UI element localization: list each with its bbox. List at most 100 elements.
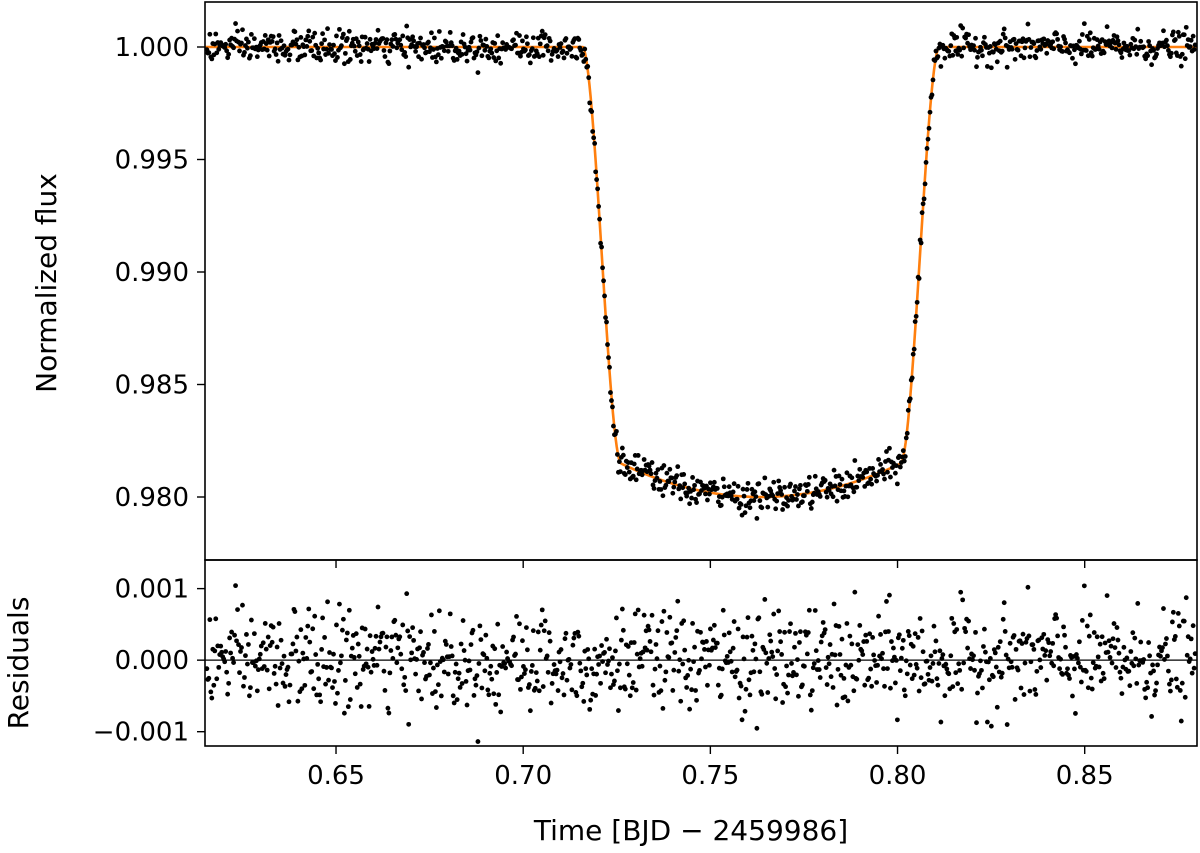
residual-point bbox=[951, 621, 957, 626]
residual-point bbox=[209, 695, 215, 701]
residual-point bbox=[208, 689, 214, 695]
residual-point bbox=[698, 629, 703, 635]
residual-point bbox=[467, 667, 473, 673]
residual-point bbox=[938, 719, 944, 725]
residual-point bbox=[1007, 640, 1013, 646]
flux-point bbox=[1050, 39, 1056, 45]
residual-point bbox=[685, 673, 691, 678]
flux-point bbox=[1058, 44, 1063, 50]
residual-point bbox=[1070, 693, 1075, 699]
flux-point bbox=[925, 136, 931, 142]
residual-point bbox=[916, 688, 922, 694]
flux-point bbox=[305, 33, 311, 39]
residual-point bbox=[576, 633, 582, 639]
residual-point bbox=[732, 674, 738, 680]
residual-point bbox=[798, 629, 803, 635]
residual-point bbox=[373, 633, 379, 639]
residual-point bbox=[644, 647, 650, 653]
residual-point bbox=[617, 685, 623, 691]
residual-point bbox=[458, 641, 464, 647]
flux-point bbox=[242, 50, 247, 55]
residual-point bbox=[563, 630, 569, 636]
residual-point bbox=[282, 683, 288, 689]
residual-point bbox=[1174, 684, 1180, 690]
residual-point bbox=[1065, 666, 1070, 672]
residual-point bbox=[891, 645, 896, 651]
residual-point bbox=[990, 674, 996, 680]
residual-point bbox=[580, 680, 586, 686]
residual-point bbox=[854, 676, 860, 682]
residual-point bbox=[1018, 685, 1024, 691]
residuals-y-tick-label: −0.001 bbox=[93, 718, 189, 748]
flux-point bbox=[523, 47, 528, 53]
flux-point bbox=[736, 505, 742, 511]
flux-point bbox=[524, 41, 530, 47]
residual-point bbox=[983, 649, 988, 655]
flux-point bbox=[315, 45, 321, 51]
residual-point bbox=[664, 630, 670, 635]
residual-point bbox=[394, 660, 400, 666]
residual-point bbox=[272, 663, 278, 669]
residual-point bbox=[1188, 636, 1194, 642]
flux-point bbox=[794, 497, 799, 502]
residual-point bbox=[266, 686, 272, 692]
flux-point bbox=[870, 466, 876, 471]
flux-point bbox=[304, 44, 310, 49]
residual-point bbox=[871, 652, 877, 658]
flux-point bbox=[294, 37, 300, 43]
residual-point bbox=[248, 685, 253, 691]
residual-point bbox=[246, 642, 251, 647]
residuals-y-tick-label: 0.000 bbox=[115, 646, 189, 676]
residual-point bbox=[740, 634, 746, 640]
flux-point bbox=[310, 34, 316, 40]
residual-point bbox=[704, 639, 709, 644]
residual-point bbox=[1146, 640, 1152, 645]
residual-point bbox=[352, 671, 358, 677]
residual-point bbox=[354, 685, 360, 690]
residual-point bbox=[904, 671, 910, 677]
flux-point bbox=[824, 494, 830, 500]
residual-point bbox=[950, 684, 956, 689]
residual-point bbox=[1128, 649, 1134, 654]
residual-point bbox=[912, 631, 918, 637]
flux-point bbox=[1083, 48, 1089, 53]
residual-point bbox=[1160, 645, 1165, 651]
flux-point bbox=[950, 52, 956, 58]
residual-point bbox=[615, 668, 620, 674]
residual-point bbox=[658, 688, 664, 694]
flux-point bbox=[1085, 53, 1091, 59]
residual-point bbox=[474, 673, 480, 678]
residual-point bbox=[785, 690, 790, 696]
residual-point bbox=[1019, 641, 1025, 646]
residual-point bbox=[703, 664, 708, 670]
residual-point bbox=[884, 599, 889, 604]
residual-point bbox=[910, 643, 916, 649]
flux-point bbox=[793, 484, 798, 489]
residual-point bbox=[936, 661, 942, 666]
flux-point bbox=[1063, 40, 1068, 46]
flux-point bbox=[248, 31, 254, 37]
flux-point bbox=[805, 482, 811, 487]
residual-point bbox=[948, 653, 954, 659]
residual-point bbox=[1088, 675, 1094, 681]
flux-point bbox=[741, 493, 747, 499]
residual-point bbox=[924, 658, 930, 664]
flux-point bbox=[1067, 50, 1072, 56]
residual-point bbox=[313, 652, 319, 657]
residual-point bbox=[376, 646, 382, 652]
residual-point bbox=[715, 682, 721, 688]
residual-point bbox=[464, 702, 470, 708]
residual-point bbox=[1061, 624, 1066, 630]
flux-point bbox=[285, 46, 291, 52]
flux-point bbox=[402, 50, 408, 55]
residual-point bbox=[1099, 634, 1105, 640]
residual-point bbox=[519, 674, 524, 680]
flux-point bbox=[1054, 31, 1060, 37]
residual-point bbox=[688, 666, 694, 672]
residual-point bbox=[494, 670, 500, 675]
residual-point bbox=[963, 629, 969, 635]
flux-point bbox=[372, 40, 378, 46]
residual-point bbox=[1116, 650, 1122, 656]
residual-point bbox=[1162, 657, 1167, 662]
flux-point bbox=[708, 480, 713, 486]
